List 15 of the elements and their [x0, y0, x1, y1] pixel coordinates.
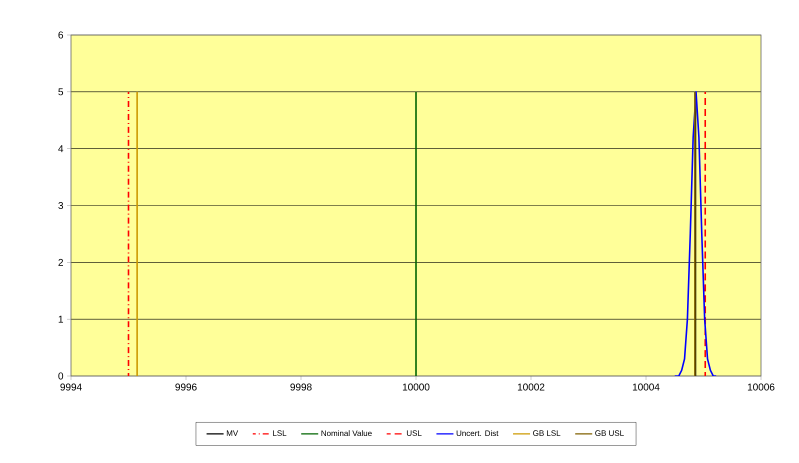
x-tick-label: 10004: [632, 384, 660, 391]
x-tick-label: 9996: [175, 384, 197, 391]
y-tick-label: 6: [58, 31, 64, 39]
x-tick-label: 9994: [60, 384, 82, 391]
x-tick-label: 10000: [402, 384, 430, 391]
x-tick-label: 10006: [748, 384, 774, 391]
x-tick-label: 9998: [290, 384, 312, 391]
y-tick-label: 4: [58, 145, 64, 152]
y-tick-label: 3: [58, 202, 64, 210]
line-series: [674, 91, 717, 376]
y-tick-label: 1: [58, 316, 64, 323]
y-tick-label: 0: [58, 372, 64, 380]
y-tick-label: 2: [58, 258, 64, 266]
x-tick-label: 10002: [518, 384, 544, 391]
y-tick-label: 5: [58, 88, 64, 96]
